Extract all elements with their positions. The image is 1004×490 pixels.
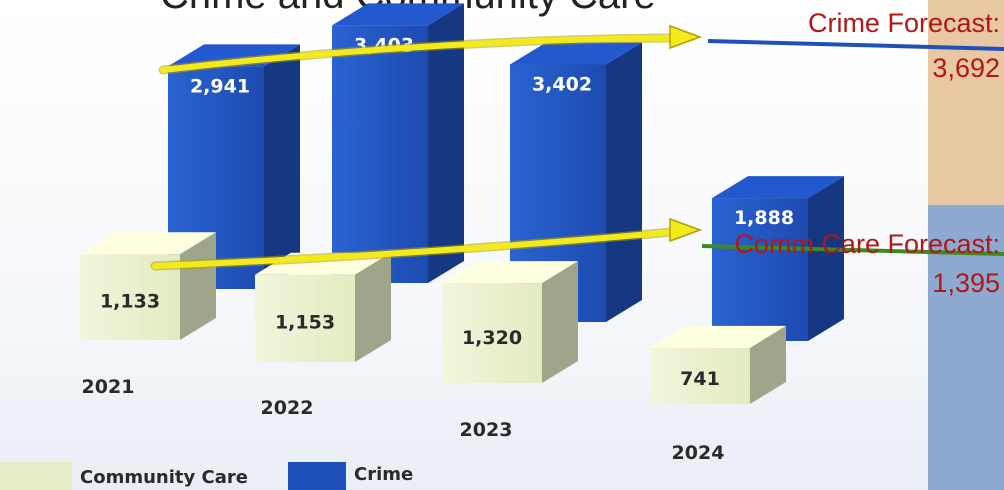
x-ticks-group: 2021 2022 2023 2024 — [82, 376, 725, 464]
crime-bar-2022-side — [428, 3, 464, 283]
community-care-forecast-line — [701, 244, 1004, 256]
crime-bar-2023-top — [510, 42, 642, 65]
community-care-bar-2021-top — [80, 232, 216, 255]
legend-swatch-crime — [288, 462, 346, 490]
legend-label-crime: Crime — [354, 464, 413, 485]
crime-bar-2024-front — [712, 198, 808, 341]
crime-value-label: 3,402 — [532, 73, 592, 95]
x-tick-label-2021: 2021 — [82, 376, 135, 398]
community-care-trend-arrow-head — [669, 217, 703, 243]
community-care-bar-2024-top — [650, 325, 786, 348]
crime-value-label: 2,941 — [190, 75, 250, 97]
x-tick-label-2023: 2023 — [460, 419, 513, 441]
crime-forecast-label: Crime Forecast: — [808, 8, 1000, 38]
trend-arrows-group — [150, 24, 703, 271]
crime-bar-2024 — [712, 176, 844, 341]
community-care-bar-2023-top — [442, 261, 578, 284]
x-tick-label-2024: 2024 — [672, 442, 725, 464]
crime-forecast-value: 3,692 — [932, 53, 1000, 83]
community-care-bar-2024 — [650, 325, 786, 404]
x-tick-label-2022: 2022 — [261, 397, 314, 419]
right-edge-panel-top — [928, 0, 1004, 205]
community-care-bar-2023-side — [542, 261, 578, 383]
legend-label-community-care: Community Care — [80, 467, 248, 488]
community-care-forecast-value: 1,395 — [932, 268, 1000, 298]
community-care-bar-2021-side — [180, 232, 216, 340]
community-care-bar-2024-front — [650, 347, 750, 404]
community-care-bar-2022-side — [355, 252, 391, 362]
community-care-bar-2024-side — [750, 325, 786, 404]
crime-value-label: 1,888 — [734, 207, 794, 229]
community-care-value-label: 1,153 — [275, 312, 335, 334]
community-care-value-label: 1,320 — [462, 327, 522, 349]
community-care-value-label: 1,133 — [100, 290, 160, 312]
community-care-forecast-label: Comm Care Forecast: — [734, 229, 1000, 259]
legend: Community Care Crime — [0, 462, 413, 490]
community-care-bar-2023-front — [442, 283, 542, 383]
crime-bar-2022-top — [332, 3, 464, 26]
crime-bar-2022-front — [332, 25, 428, 283]
crime-bar-2024-top — [712, 176, 844, 199]
community-care-bar-2022 — [255, 252, 391, 362]
community-care-value-label: 741 — [680, 368, 720, 390]
crime-trend-arrow-head — [669, 24, 703, 50]
community-care-bar-2023 — [442, 261, 578, 383]
crime-bar-2024-side — [808, 176, 844, 341]
legend-swatch-community-care — [0, 462, 72, 490]
community-care-trend-arrow — [152, 229, 675, 269]
crime-forecast-line — [707, 39, 1004, 51]
crime-bar-2023-side — [606, 42, 642, 323]
crime-trend-arrow — [160, 35, 675, 73]
crime-bar-2021-side — [264, 44, 300, 289]
crime-bar-2022 — [332, 3, 464, 283]
community-care-bar-2022-front — [255, 274, 355, 362]
community-care-bar-2021 — [80, 232, 216, 340]
